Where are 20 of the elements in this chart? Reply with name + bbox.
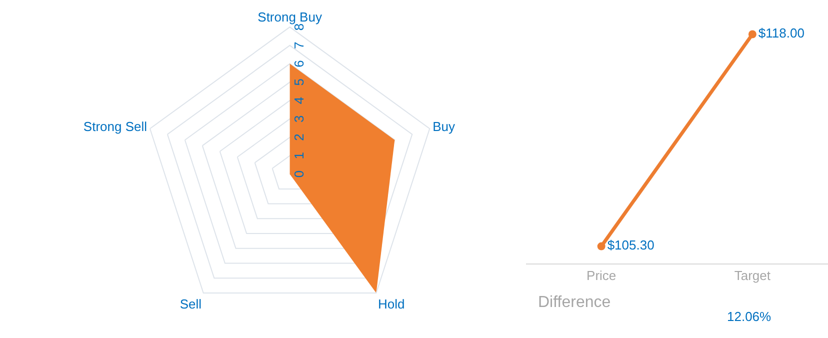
data-label: $118.00	[758, 25, 804, 40]
spoke-label: Hold	[378, 296, 405, 312]
y-tick-label: 2	[291, 134, 306, 141]
spoke-label: Sell	[180, 296, 202, 312]
x-tick-label: Target	[734, 268, 771, 284]
y-tick-label: 6	[291, 60, 306, 68]
spoke-label: Strong Buy	[258, 9, 322, 24]
spoke-label: Buy	[432, 119, 456, 134]
text: Difference	[538, 294, 611, 311]
y-tick-label: 8	[291, 23, 306, 31]
y-tick-label: 7	[291, 42, 306, 50]
x-tick-label: Price	[586, 268, 616, 284]
data-label: $105.30	[607, 238, 654, 253]
spoke-label: Strong Sell	[83, 119, 148, 134]
y-tick-label: 3	[291, 115, 306, 123]
y-tick-label: 5	[291, 78, 306, 86]
y-tick-label: 0	[291, 170, 306, 178]
y-tick-label: 1	[291, 152, 306, 160]
y-tick-label: 4	[291, 96, 306, 104]
text: 12.06%	[727, 309, 772, 324]
